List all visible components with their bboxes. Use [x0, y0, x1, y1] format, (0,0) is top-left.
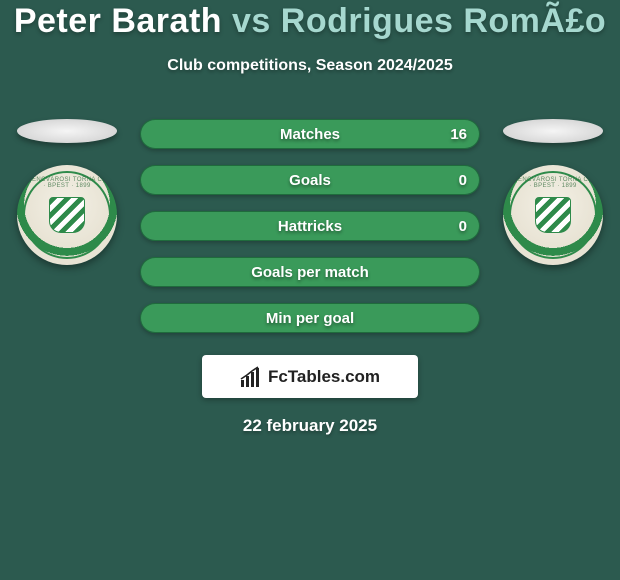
- player1-avatar: [17, 119, 117, 143]
- player1-name: Peter Barath: [14, 2, 222, 40]
- bar-row: Hattricks0: [140, 211, 480, 241]
- bar-value-right: 16: [438, 120, 479, 148]
- left-side: [12, 119, 122, 265]
- bar-value-left: [141, 120, 165, 148]
- crest-shield-icon: [49, 197, 85, 233]
- bar-label: Goals: [141, 166, 479, 194]
- bar-label: Matches: [141, 120, 479, 148]
- bar-row: Goals0: [140, 165, 480, 195]
- bar-row: Min per goal: [140, 303, 480, 333]
- bar-value-right: 0: [447, 212, 479, 240]
- player1-club-crest: [17, 165, 117, 265]
- bar-value-right: [455, 304, 479, 332]
- bar-label: Goals per match: [141, 258, 479, 286]
- subtitle: Club competitions, Season 2024/2025: [0, 57, 620, 75]
- bar-value-left: [141, 166, 165, 194]
- page-title: Peter Barath vs Rodrigues RomÃ£o: [0, 0, 620, 41]
- bar-label: Min per goal: [141, 304, 479, 332]
- bar-value-left: [141, 212, 165, 240]
- crest-shield-icon: [535, 197, 571, 233]
- bar-value-right: [455, 258, 479, 286]
- brand-chart-icon: [240, 366, 262, 388]
- comparison-bars: Matches16Goals0Hattricks0Goals per match…: [140, 119, 480, 333]
- bar-row: Matches16: [140, 119, 480, 149]
- player2-club-crest: [503, 165, 603, 265]
- main-content: Matches16Goals0Hattricks0Goals per match…: [0, 119, 620, 333]
- bar-label: Hattricks: [141, 212, 479, 240]
- bar-value-left: [141, 304, 165, 332]
- vs-label: vs: [232, 2, 271, 40]
- bar-value-left: [141, 258, 165, 286]
- player2-name: Rodrigues RomÃ£o: [281, 2, 606, 40]
- bar-row: Goals per match: [140, 257, 480, 287]
- player2-avatar: [503, 119, 603, 143]
- bar-value-right: 0: [447, 166, 479, 194]
- brand-box: FcTables.com: [202, 355, 418, 398]
- brand-text: FcTables.com: [268, 367, 380, 387]
- right-side: [498, 119, 608, 265]
- date-label: 22 february 2025: [0, 416, 620, 436]
